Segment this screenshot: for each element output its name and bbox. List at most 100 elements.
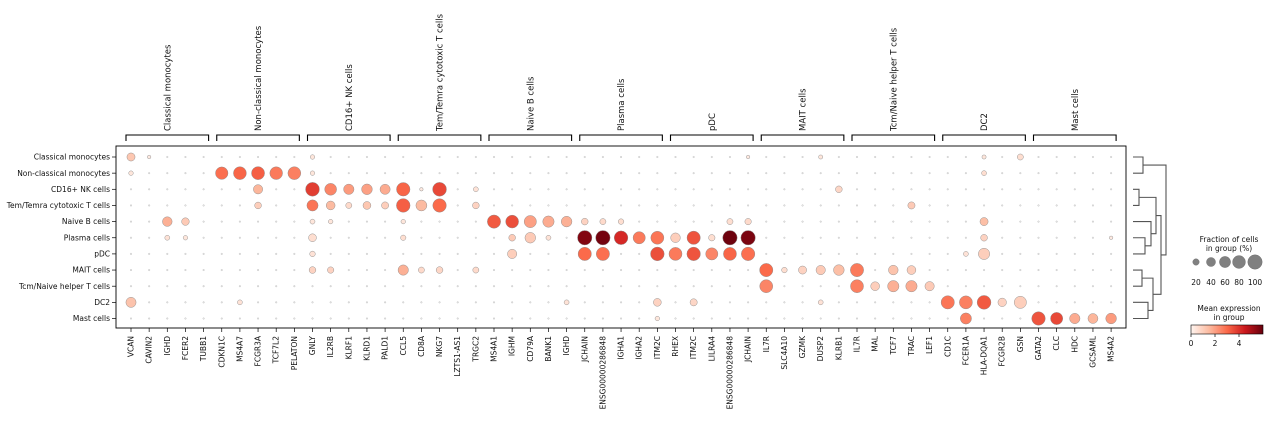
dot-trace (1092, 269, 1094, 271)
size-legend-label: 100 (1248, 278, 1263, 287)
dot-trace (184, 269, 187, 271)
dot-trace (202, 285, 205, 288)
dot-trace (493, 317, 495, 320)
dot-trace (1019, 204, 1022, 207)
dot-trace (130, 236, 132, 239)
dot-trace (946, 285, 949, 288)
dot-trace (456, 317, 459, 320)
dot-trace (1073, 252, 1076, 255)
dot-trace (220, 252, 223, 255)
dot-trace (529, 156, 532, 158)
dot-trace (166, 204, 169, 207)
dot-trace (710, 204, 713, 207)
dot-trace (1092, 204, 1094, 207)
dot-trace (620, 269, 622, 271)
dot-trace (946, 236, 949, 239)
dot-trace (856, 172, 858, 175)
group-bracket (669, 134, 754, 141)
dot-trace (220, 236, 223, 239)
dot (309, 250, 316, 257)
dot-trace (1092, 236, 1094, 239)
size-legend-dot (1219, 256, 1231, 268)
dot-trace (329, 172, 332, 175)
dot-trace (1037, 269, 1040, 271)
dot-trace (366, 220, 368, 223)
group-bracket (1032, 134, 1117, 141)
dot-trace (384, 220, 387, 223)
dot (981, 154, 987, 160)
dot-trace (874, 204, 877, 207)
dot (126, 152, 136, 162)
dot-trace (583, 301, 586, 304)
dot (487, 214, 501, 229)
dot (472, 266, 480, 274)
dot-trace (493, 172, 495, 175)
dot (182, 235, 188, 241)
dot-trace (202, 204, 205, 207)
dot-trace (892, 252, 895, 255)
group-label: Naive B cells (526, 76, 536, 131)
dot-trace (166, 285, 169, 288)
dot (309, 218, 316, 225)
column-label: CD1C (943, 336, 952, 357)
dot-trace (765, 317, 768, 320)
dot-trace (347, 156, 350, 158)
dot (162, 216, 173, 227)
group-label: pDC (708, 113, 718, 131)
column-label: TCF7 (889, 336, 898, 356)
column-label: KLRB1 (834, 336, 843, 360)
dot (1050, 312, 1063, 325)
dot-trace (456, 301, 459, 304)
dot-trace (366, 285, 368, 288)
dot-trace (293, 285, 296, 288)
dot-trace (148, 204, 151, 207)
dot (125, 297, 137, 308)
dot (818, 154, 823, 160)
dot-trace (583, 172, 586, 175)
dot (324, 183, 337, 196)
dot (1109, 235, 1114, 240)
dot-trace (1110, 220, 1113, 223)
dot-trace (402, 172, 405, 175)
dot-trace (202, 252, 205, 255)
dot-trace (964, 220, 967, 223)
dot-trace (801, 301, 804, 304)
column-label: BANK1 (544, 336, 553, 362)
dot-trace (456, 188, 459, 191)
dot-trace (583, 156, 586, 158)
column-label: GSN (1016, 336, 1025, 352)
dot-trace (511, 204, 514, 207)
dot-trace (964, 236, 967, 239)
colorbar (1190, 324, 1264, 335)
dot-trace (529, 285, 532, 288)
size-legend-label: 60 (1220, 278, 1230, 287)
dot-trace (384, 236, 387, 239)
dot-trace (964, 269, 967, 271)
dot (595, 230, 611, 246)
dot-trace (1092, 156, 1094, 158)
dot-trace (892, 188, 895, 191)
column-label: FCGR3A (254, 335, 263, 366)
dot-trace (547, 285, 550, 288)
dot-trace (384, 269, 387, 271)
dot-trace (293, 236, 296, 239)
dot-trace (166, 269, 169, 271)
dot-trace (710, 156, 713, 158)
column-label: IGHA1 (617, 336, 626, 360)
group-bracket (216, 134, 300, 141)
dot-trace (148, 269, 151, 271)
dot-trace (674, 317, 677, 320)
dot (308, 266, 317, 274)
dot-trace (420, 285, 423, 288)
dot-trace (293, 252, 296, 255)
dot-trace (620, 317, 622, 320)
dot-trace (910, 317, 913, 320)
dot-trace (148, 285, 151, 288)
column-label: LILRA4 (707, 336, 716, 362)
group-label: Classical monocytes (163, 44, 173, 131)
dot-trace (1073, 236, 1076, 239)
dot (328, 219, 334, 225)
dot (976, 295, 992, 310)
dot-trace (946, 317, 949, 320)
row-label: pDC (94, 250, 110, 259)
